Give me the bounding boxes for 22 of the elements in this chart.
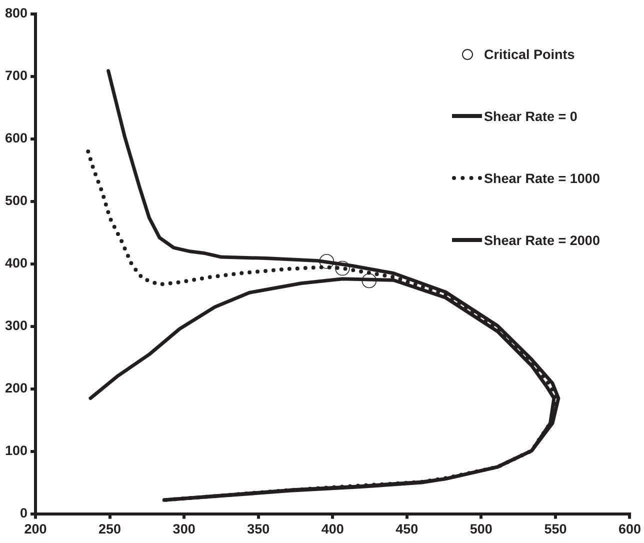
legend-label: Shear Rate = 1000 (484, 170, 600, 186)
x-tick-label: 200 (24, 522, 47, 537)
y-tick-label: 500 (4, 193, 28, 208)
y-tick-label: 0 (20, 506, 28, 521)
x-tick-label: 300 (172, 522, 196, 537)
y-tick-label: 800 (4, 6, 28, 21)
x-tick-label: 450 (396, 522, 418, 537)
x-tick-label: 500 (470, 522, 492, 537)
x-tick-label: 550 (544, 522, 567, 537)
legend-label: Shear Rate = 2000 (484, 232, 600, 248)
y-tick-label: 100 (4, 443, 28, 458)
x-tick-label: 400 (321, 522, 344, 537)
x-tick-label: 250 (98, 522, 122, 537)
legend-label: Critical Points (484, 46, 575, 62)
y-tick-label: 700 (4, 68, 28, 84)
legend-label: Shear Rate = 0 (484, 108, 578, 124)
x-tick-label: 600 (618, 522, 642, 537)
x-tick-label: 350 (247, 522, 270, 537)
y-tick-label: 200 (4, 380, 28, 396)
y-tick-label: 400 (4, 256, 28, 271)
y-tick-label: 600 (4, 130, 28, 146)
y-tick-label: 300 (4, 318, 28, 334)
